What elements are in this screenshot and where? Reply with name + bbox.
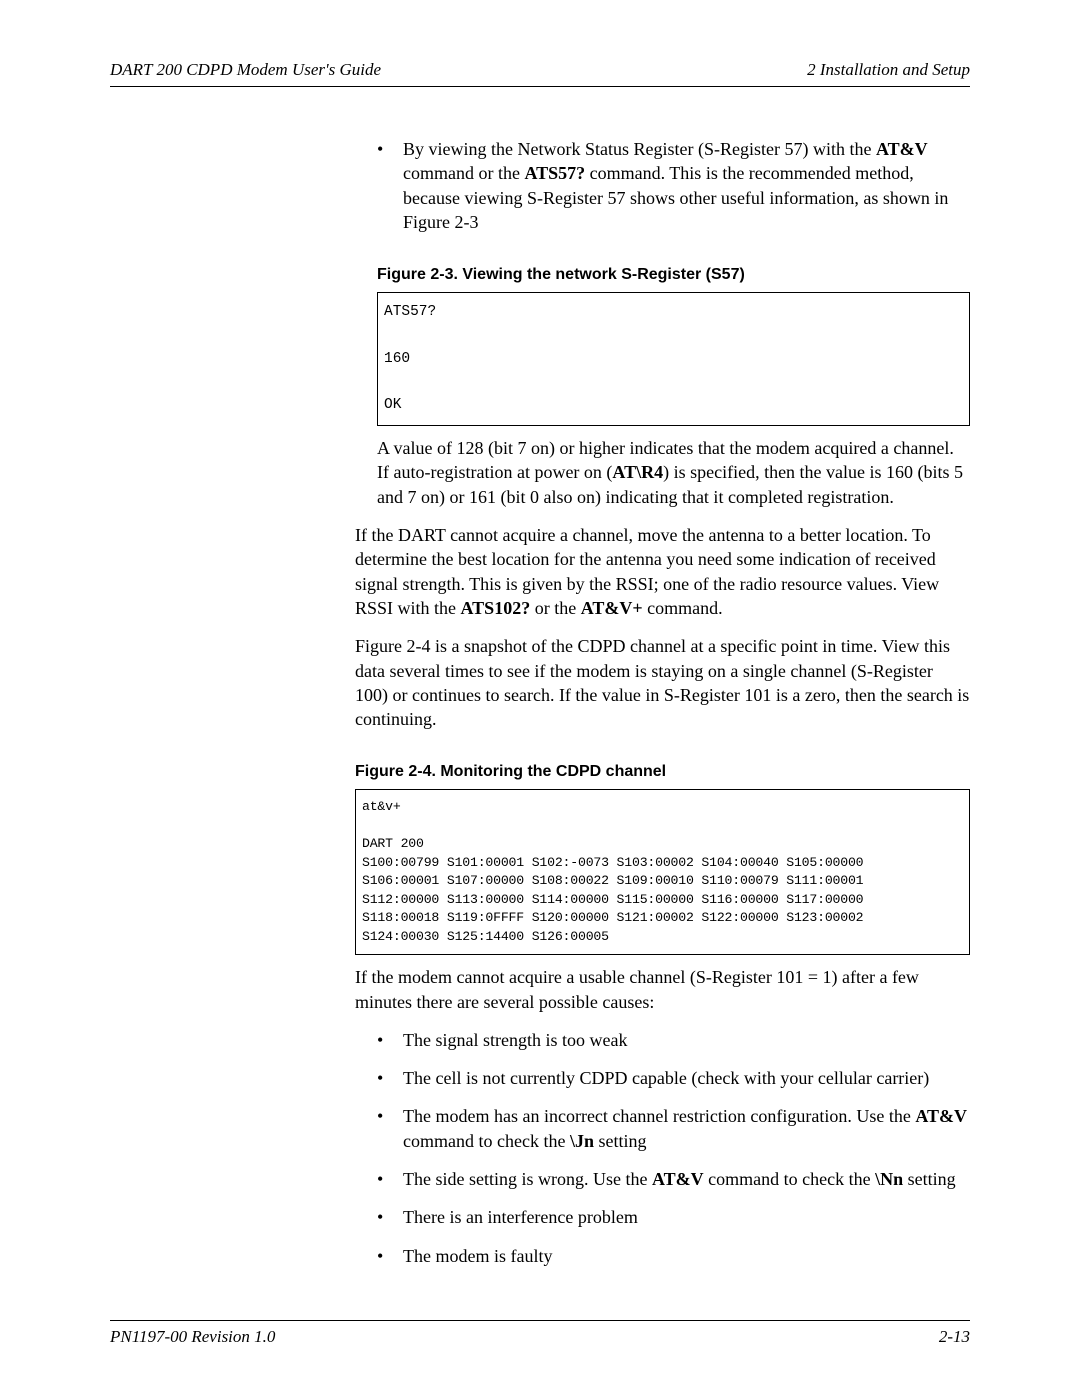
list-item: • The signal strength is too weak	[377, 1028, 970, 1052]
bullet-dot: •	[377, 137, 403, 234]
list-item: • The modem has an incorrect channel res…	[377, 1104, 970, 1153]
bullet-text: There is an interference problem	[403, 1205, 638, 1229]
paragraph: If the modem cannot acquire a usable cha…	[355, 965, 970, 1014]
text-bold: AT&V	[876, 139, 928, 159]
bullet-text: The side setting is wrong. Use the AT&V …	[403, 1167, 956, 1191]
paragraph: A value of 128 (bit 7 on) or higher indi…	[377, 436, 970, 509]
bullet-text: By viewing the Network Status Register (…	[403, 137, 970, 234]
text-run: or the	[530, 598, 580, 618]
text-run: command to check the	[403, 1131, 570, 1151]
text-bold: AT&V+	[581, 598, 643, 618]
text-run: command.	[643, 598, 723, 618]
text-run: setting	[594, 1131, 647, 1151]
page: DART 200 CDPD Modem User's Guide 2 Insta…	[0, 0, 1080, 1397]
causes-list: • The signal strength is too weak • The …	[355, 1028, 970, 1268]
page-header: DART 200 CDPD Modem User's Guide 2 Insta…	[110, 60, 970, 87]
text-run: command to check the	[704, 1169, 875, 1189]
bullet-dot: •	[377, 1205, 403, 1229]
paragraph: If the DART cannot acquire a channel, mo…	[355, 523, 970, 620]
text-bold: ATS57?	[524, 163, 585, 183]
footer-left: PN1197-00 Revision 1.0	[110, 1327, 275, 1347]
text-bold: AT&V	[652, 1169, 704, 1189]
bullet-dot: •	[377, 1104, 403, 1153]
text-bold: \Nn	[875, 1169, 903, 1189]
list-item: • The cell is not currently CDPD capable…	[377, 1066, 970, 1090]
bullet-text: The modem has an incorrect channel restr…	[403, 1104, 970, 1153]
paragraph: Figure 2-4 is a snapshot of the CDPD cha…	[355, 634, 970, 731]
figure-caption: Figure 2-3. Viewing the network S-Regist…	[377, 266, 970, 284]
figure-caption: Figure 2-4. Monitoring the CDPD channel	[355, 763, 970, 781]
text-run: The side setting is wrong. Use the	[403, 1169, 652, 1189]
text-run: The modem has an incorrect channel restr…	[403, 1106, 915, 1126]
bullet-dot: •	[377, 1028, 403, 1052]
text-run: command or the	[403, 163, 524, 183]
top-bullet-list: • By viewing the Network Status Register…	[355, 137, 970, 234]
bullet-text: The modem is faulty	[403, 1244, 552, 1268]
code-box: at&v+ DART 200 S100:00799 S101:00001 S10…	[355, 789, 970, 955]
text-bold: AT&V	[915, 1106, 967, 1126]
text-run: By viewing the Network Status Register (…	[403, 139, 876, 159]
list-item: • There is an interference problem	[377, 1205, 970, 1229]
page-footer: PN1197-00 Revision 1.0 2-13	[110, 1320, 970, 1347]
list-item: • By viewing the Network Status Register…	[377, 137, 970, 234]
bullet-text: The cell is not currently CDPD capable (…	[403, 1066, 929, 1090]
bullet-dot: •	[377, 1167, 403, 1191]
text-bold: AT\R4	[612, 462, 663, 482]
text-run: setting	[903, 1169, 956, 1189]
list-item: • The side setting is wrong. Use the AT&…	[377, 1167, 970, 1191]
bullet-text: The signal strength is too weak	[403, 1028, 627, 1052]
header-left: DART 200 CDPD Modem User's Guide	[110, 60, 381, 80]
main-content: • By viewing the Network Status Register…	[355, 137, 970, 1268]
text-bold: ATS102?	[461, 598, 531, 618]
list-item: • The modem is faulty	[377, 1244, 970, 1268]
fig23-block: Figure 2-3. Viewing the network S-Regist…	[355, 266, 970, 509]
bullet-dot: •	[377, 1066, 403, 1090]
footer-right: 2-13	[939, 1327, 970, 1347]
bullet-dot: •	[377, 1244, 403, 1268]
header-right: 2 Installation and Setup	[807, 60, 970, 80]
code-box: ATS57? 160 OK	[377, 292, 970, 426]
text-bold: \Jn	[570, 1131, 594, 1151]
